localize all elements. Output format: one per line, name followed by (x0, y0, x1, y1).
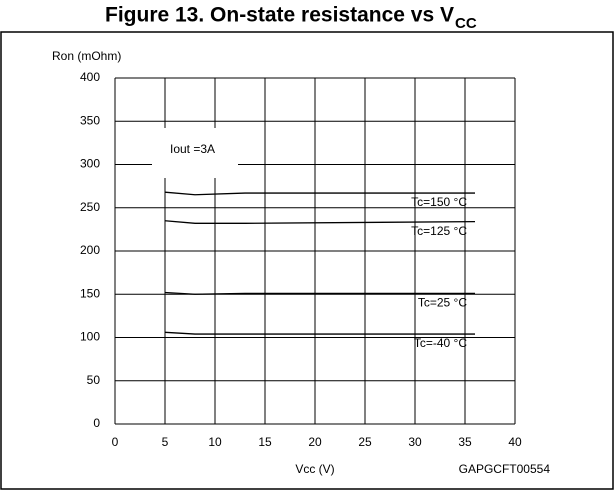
series-line (164, 291, 475, 295)
series-label: Tc=-40 °C (414, 336, 467, 350)
x-tick-label: 10 (208, 435, 222, 449)
x-tick-label: 15 (258, 435, 272, 449)
series-line (164, 191, 475, 196)
y-tick-label: 250 (80, 200, 100, 214)
chart-title-subscript: CC (455, 15, 477, 32)
x-tick-label: 40 (508, 435, 522, 449)
y-axis-label: Ron (mOhm) (52, 49, 121, 63)
x-tick-label: 30 (408, 435, 422, 449)
series-label: Tc=125 °C (411, 224, 467, 238)
y-tick-label: 0 (93, 416, 100, 430)
y-tick-label: 100 (80, 330, 100, 344)
frame (0, 31, 614, 490)
series-label: Tc=25 °C (418, 296, 467, 310)
series-line (164, 220, 476, 224)
y-tick-label: 350 (80, 113, 100, 127)
x-tick-label: 20 (308, 435, 322, 449)
series-label: Tc=150 °C (411, 195, 467, 209)
x-axis-label: Vcc (V) (295, 462, 334, 476)
figure-code: GAPGCFT00554 (459, 462, 551, 476)
y-tick-label: 300 (80, 157, 100, 171)
chart-title: Figure 13. On-state resistance vs V (105, 4, 454, 27)
y-tick-label: 50 (87, 373, 101, 387)
x-tick-label: 0 (112, 435, 119, 449)
x-tick-label: 35 (458, 435, 472, 449)
y-tick-label: 400 (80, 70, 100, 84)
annotation: Iout =3A (170, 142, 215, 156)
x-tick-label: 5 (162, 435, 169, 449)
annotation-box (152, 128, 238, 178)
series-line (164, 331, 475, 335)
y-tick-label: 150 (80, 286, 100, 300)
y-tick-label: 200 (80, 243, 100, 257)
x-tick-label: 25 (358, 435, 372, 449)
